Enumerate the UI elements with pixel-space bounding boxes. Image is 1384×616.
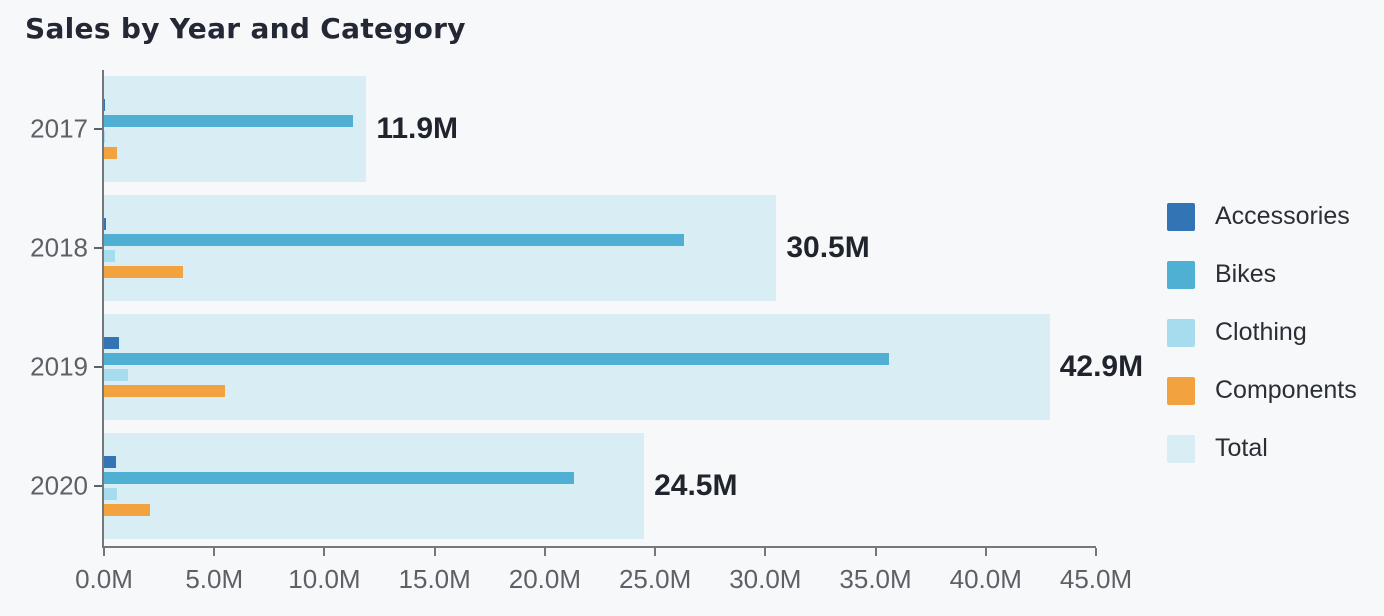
- legend-swatch-clothing: [1167, 318, 1195, 347]
- x-axis-label-40.0M: 40.0M: [949, 564, 1022, 594]
- x-axis-tick-40.0M: [984, 548, 987, 556]
- bar-2018-clothing[interactable]: [104, 250, 116, 262]
- bar-2018-total[interactable]: [104, 195, 777, 301]
- x-axis-label-10.0M: 10.0M: [288, 564, 361, 594]
- x-axis-label-0.0M: 0.0M: [75, 564, 133, 594]
- y-axis-tick-2018: [94, 247, 104, 249]
- bar-2020-bikes[interactable]: [104, 472, 574, 484]
- legend-item-total[interactable]: Total: [1167, 434, 1268, 463]
- bar-2020-components[interactable]: [104, 504, 151, 516]
- data-label-2017: 11.9M: [376, 112, 459, 145]
- legend-label-components: Components: [1215, 376, 1357, 404]
- bar-2017-accessories[interactable]: [104, 99, 106, 111]
- legend-label-total: Total: [1215, 434, 1268, 462]
- x-axis-tick-25.0M: [654, 548, 657, 556]
- data-label-2020: 24.5M: [654, 469, 738, 502]
- legend-item-clothing[interactable]: Clothing: [1167, 318, 1307, 347]
- x-axis-tick-20.0M: [543, 548, 546, 556]
- x-axis-label-45.0M: 45.0M: [1059, 564, 1133, 594]
- y-axis-tick-2017: [94, 128, 104, 130]
- legend-swatch-accessories: [1167, 202, 1195, 231]
- x-axis-label-15.0M: 15.0M: [398, 564, 471, 594]
- x-axis-tick-30.0M: [764, 548, 767, 556]
- legend-label-bikes: Bikes: [1215, 260, 1277, 288]
- y-axis-line: [102, 70, 104, 548]
- x-axis-label-25.0M: 25.0M: [618, 564, 692, 594]
- bar-2019-bikes[interactable]: [104, 353, 889, 365]
- data-label-2019: 42.9M: [1059, 350, 1144, 383]
- x-axis-tick-10.0M: [323, 548, 326, 556]
- legend-swatch-components: [1167, 376, 1195, 405]
- bar-2019-accessories[interactable]: [104, 337, 120, 349]
- x-axis-label-35.0M: 35.0M: [839, 564, 912, 594]
- bar-2020-accessories[interactable]: [104, 456, 117, 468]
- legend-item-bikes[interactable]: Bikes: [1167, 260, 1276, 289]
- bar-2019-clothing[interactable]: [104, 369, 129, 381]
- bar-2018-accessories[interactable]: [104, 218, 107, 230]
- y-axis-label-2020: 2020: [30, 470, 88, 501]
- x-axis-tick-45.0M: [1095, 548, 1097, 556]
- legend-swatch-total: [1167, 434, 1195, 463]
- chart-title: Sales by Year and Category: [25, 12, 466, 45]
- bar-2018-components[interactable]: [104, 266, 184, 278]
- legend-item-accessories[interactable]: Accessories: [1167, 202, 1350, 231]
- bar-2019-total[interactable]: [104, 314, 1050, 420]
- x-axis-label-5.0M: 5.0M: [185, 564, 244, 594]
- x-axis-label-20.0M: 20.0M: [508, 564, 582, 594]
- bar-2020-total[interactable]: [104, 433, 645, 539]
- bar-2017-total[interactable]: [104, 76, 367, 182]
- x-axis-tick-0.0M: [103, 548, 105, 556]
- bar-2017-bikes[interactable]: [104, 115, 354, 127]
- bar-2017-components[interactable]: [104, 147, 118, 159]
- legend-item-components[interactable]: Components: [1167, 376, 1357, 405]
- x-axis-tick-35.0M: [874, 548, 877, 556]
- legend-label-accessories: Accessories: [1215, 202, 1350, 230]
- legend-swatch-bikes: [1167, 260, 1195, 289]
- bar-2020-clothing[interactable]: [104, 488, 118, 500]
- bar-2019-components[interactable]: [104, 385, 226, 397]
- y-axis-label-2017: 2017: [30, 113, 88, 144]
- x-axis-tick-15.0M: [433, 548, 436, 556]
- y-axis-label-2018: 2018: [30, 232, 88, 263]
- x-axis-label-30.0M: 30.0M: [729, 564, 802, 594]
- y-axis-tick-2020: [94, 485, 104, 487]
- x-axis-line: [102, 546, 1096, 548]
- data-label-2018: 30.5M: [786, 231, 870, 264]
- bar-2017-clothing[interactable]: [104, 131, 105, 143]
- y-axis-label-2019: 2019: [30, 351, 88, 382]
- bar-2018-bikes[interactable]: [104, 234, 684, 246]
- x-axis-tick-5.0M: [213, 548, 216, 556]
- y-axis-tick-2019: [94, 366, 104, 368]
- legend-label-clothing: Clothing: [1215, 318, 1307, 346]
